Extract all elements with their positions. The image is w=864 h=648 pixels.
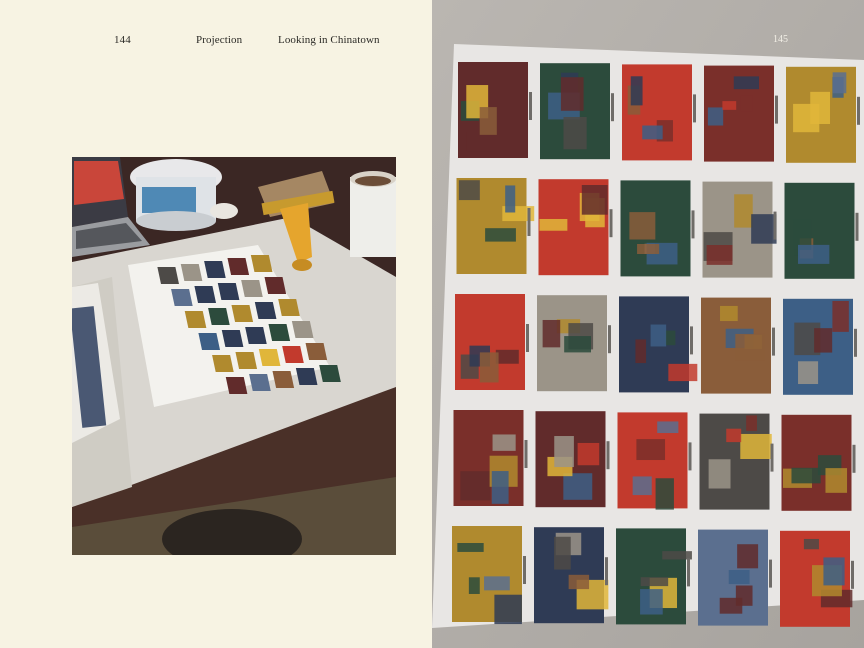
contact-sheet-tile [235, 352, 258, 369]
contact-sheet-tile [291, 321, 314, 338]
contact-sheet-tile [250, 255, 273, 272]
contact-sheet-tile [258, 349, 281, 366]
page-number-right: 145 [773, 34, 788, 45]
contact-sheet-tile [225, 377, 248, 394]
contact-sheet-tile [157, 267, 179, 284]
print-tile [458, 62, 532, 158]
left-page: 144 Projection Looking in Chinatown [72, 34, 396, 555]
print-tile [702, 181, 777, 278]
contact-sheet-tile [221, 330, 244, 347]
print-tile [452, 526, 526, 625]
contact-sheet-tile [198, 333, 221, 350]
laptop-icon [72, 157, 150, 257]
print-tile [620, 180, 695, 277]
print-tile [534, 527, 609, 624]
contact-sheet-tile [241, 280, 263, 297]
print-tile [622, 64, 696, 161]
contact-sheet-tile [194, 286, 217, 303]
contact-sheet-tile [254, 302, 277, 319]
right-page: 145 [432, 0, 864, 648]
print-tile [616, 528, 692, 625]
contact-sheet-tile [278, 299, 300, 316]
print-grid [452, 62, 860, 627]
print-tile [781, 414, 856, 511]
print-tile [698, 529, 772, 626]
print-tile [780, 530, 854, 627]
contact-sheet-tile [319, 365, 341, 382]
print-tile [537, 295, 611, 392]
print-tile [783, 298, 857, 395]
page-number-left: 144 [114, 34, 131, 46]
print-tile [540, 63, 614, 160]
contact-sheet-tile [272, 371, 295, 388]
print-tile [786, 66, 860, 163]
mug-icon [350, 171, 396, 257]
contact-sheet-tile [204, 261, 226, 278]
contact-sheet-icon [128, 245, 341, 407]
print-tile [617, 412, 692, 510]
paint-bucket-icon [130, 159, 222, 231]
print-tile [535, 411, 610, 508]
print-tile [619, 296, 698, 393]
contact-sheet-tile [245, 327, 267, 344]
print-tile [453, 410, 528, 506]
print-tile [455, 294, 529, 390]
contact-sheet-tile [264, 277, 287, 294]
print-tile [701, 297, 775, 394]
contact-sheet-tile [282, 346, 304, 363]
section-title: Projection [196, 34, 243, 46]
paintbrush-icon [258, 171, 335, 271]
chapter-title: Looking in Chinatown [278, 34, 380, 46]
print-grid-photo [432, 0, 864, 648]
desk-photo [72, 157, 396, 555]
contact-sheet-tile [295, 368, 318, 385]
print-tile [456, 178, 535, 274]
print-tile [538, 179, 613, 276]
contact-sheet-tile [305, 343, 328, 360]
contact-sheet-tile [171, 289, 193, 306]
print-tile [704, 65, 778, 162]
contact-sheet-tile [180, 264, 203, 281]
contact-sheet-tile [208, 308, 230, 325]
contact-sheet-tile [212, 355, 234, 372]
contact-sheet-tile [217, 283, 240, 300]
contact-sheet-tile [231, 305, 254, 322]
contact-sheet-tile [249, 374, 271, 391]
contact-sheet-tile [268, 324, 291, 341]
print-tile [699, 413, 774, 510]
print-tile [784, 182, 859, 279]
contact-sheet-tile [227, 258, 250, 275]
contact-sheet-tile [184, 311, 207, 328]
